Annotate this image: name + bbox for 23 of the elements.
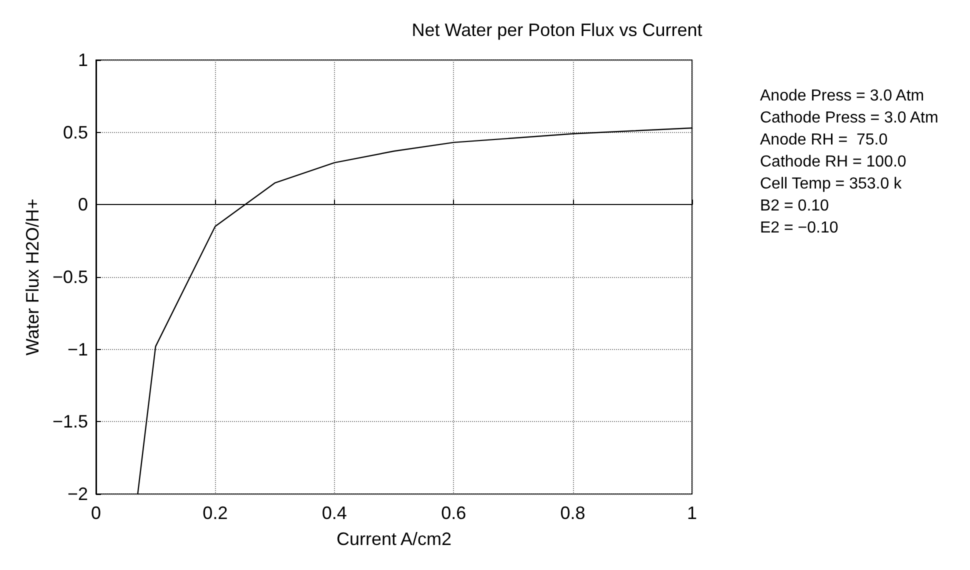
y-tick-label: 0 [78,194,88,215]
x-axis-title: Current A/cm2 [336,529,452,549]
y-axis-title: Water Flux H2O/H+ [22,198,43,356]
y-tick-label: 1 [78,50,88,70]
y-tick-label: −2 [67,484,88,504]
text: Anode Press = 3.0 Atm [760,88,924,104]
y-tick-label: −0.5 [52,267,88,287]
x-tick-label: 0.4 [322,503,347,523]
x-tick-label: 0 [90,503,102,523]
x-tick-label: 0.8 [560,503,586,523]
x-tick-label: 0.2 [202,503,228,523]
chart-title: Net Water per Poton Flux vs Current [412,20,702,40]
x-tick-label: 0.6 [441,503,466,523]
text: B2 = 0.10 [760,198,830,214]
text: E2 = −0.10 [760,220,838,236]
text: Cathode RH = 100.0 [760,154,906,170]
text: Cell Temp = 353.0 k [760,176,903,192]
y-tick-label: −1.5 [52,412,88,432]
x-tick-label: 1 [686,503,698,523]
y-tick-label: −1 [67,339,88,360]
y-tick-label: 0.5 [62,122,88,142]
text: Cathode Press = 3.0 Atm [760,110,938,126]
text: Anode RH = 75.0 [760,132,888,148]
